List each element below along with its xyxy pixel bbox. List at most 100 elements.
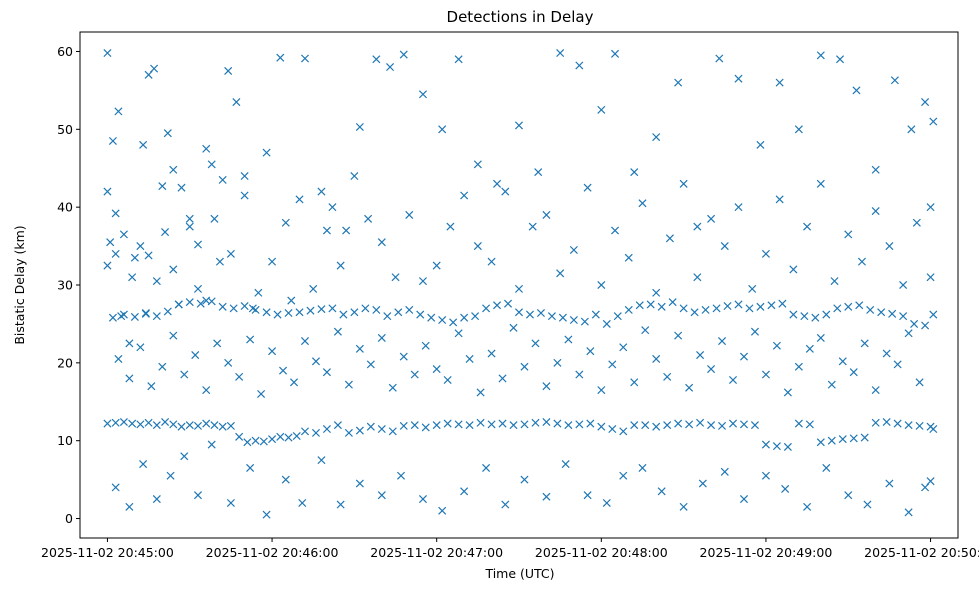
data-point <box>427 313 436 322</box>
data-point <box>915 378 924 387</box>
data-point <box>130 312 139 321</box>
y-tick-label: 40 <box>57 200 73 215</box>
data-point <box>547 312 556 321</box>
data-point <box>619 471 628 480</box>
data-point <box>899 312 908 321</box>
data-point <box>556 48 565 58</box>
data-point <box>844 491 853 500</box>
data-point <box>794 419 803 428</box>
data-point <box>306 306 315 315</box>
y-tick-label: 0 <box>65 511 73 526</box>
data-point <box>202 144 211 153</box>
data-point <box>224 66 233 75</box>
data-point <box>583 183 592 192</box>
data-point <box>163 129 172 138</box>
data-point <box>728 375 738 384</box>
data-point <box>761 440 770 449</box>
data-point <box>443 375 452 384</box>
data-point <box>317 187 326 196</box>
data-point <box>564 421 573 430</box>
data-point <box>800 312 809 321</box>
data-point <box>421 423 430 432</box>
data-point <box>193 421 203 430</box>
data-point <box>262 510 271 519</box>
data-point <box>630 168 639 177</box>
data-point <box>504 299 513 308</box>
data-point <box>624 305 633 314</box>
data-point <box>816 438 825 447</box>
data-point <box>372 305 381 314</box>
data-point <box>772 341 781 350</box>
data-point <box>816 333 825 342</box>
data-point <box>342 226 351 235</box>
data-point <box>888 309 897 318</box>
data-point <box>929 424 938 434</box>
data-point <box>111 483 120 492</box>
data-point <box>388 383 397 392</box>
y-tick-label: 30 <box>57 278 73 293</box>
y-tick-label: 50 <box>57 122 73 137</box>
y-tick-label: 60 <box>57 44 73 59</box>
data-point <box>284 309 293 318</box>
data-point <box>493 179 502 188</box>
data-point <box>674 78 683 87</box>
data-point <box>394 308 403 317</box>
data-point <box>460 313 469 322</box>
data-point <box>141 309 150 318</box>
data-point <box>311 357 320 366</box>
data-point <box>399 50 408 59</box>
data-point <box>405 210 414 219</box>
data-point <box>835 55 845 64</box>
data-point <box>309 284 318 293</box>
data-point <box>575 420 584 429</box>
data-point <box>226 421 235 430</box>
data-point <box>602 319 611 328</box>
x-tick-label: 2025-11-02 20:48:00 <box>535 545 668 560</box>
data-point <box>525 310 534 319</box>
data-point <box>619 343 628 352</box>
data-point <box>355 426 364 435</box>
data-point <box>295 308 304 317</box>
data-point <box>300 337 310 346</box>
data-point <box>191 351 200 360</box>
data-point <box>328 203 337 212</box>
data-point <box>863 500 872 509</box>
data-point <box>542 210 551 219</box>
data-point <box>281 475 290 484</box>
data-point <box>674 331 683 340</box>
data-point <box>322 226 331 235</box>
data-point <box>243 438 252 447</box>
data-point <box>355 122 364 131</box>
data-point <box>775 195 784 204</box>
data-point <box>410 421 419 430</box>
data-point <box>295 195 304 204</box>
data-point <box>805 420 814 429</box>
data-point <box>218 175 227 184</box>
data-point <box>915 421 924 430</box>
data-point <box>674 419 683 428</box>
data-point <box>174 300 183 309</box>
data-point <box>803 222 812 231</box>
data-point <box>646 300 655 309</box>
data-point <box>418 495 427 504</box>
data-point <box>907 125 916 134</box>
data-point <box>715 54 724 63</box>
y-tick-label: 20 <box>57 355 73 370</box>
data-point <box>855 301 864 310</box>
data-point <box>284 433 293 442</box>
data-point <box>509 421 518 430</box>
data-point <box>720 467 729 476</box>
data-point <box>613 312 622 321</box>
data-point <box>910 319 919 328</box>
data-point <box>575 370 584 379</box>
x-tick-label: 2025-11-02 20:47:00 <box>370 545 503 560</box>
data-point <box>377 491 386 500</box>
x-tick-label: 2025-11-02 20:45:00 <box>41 545 174 560</box>
data-point <box>268 347 277 356</box>
data-point <box>665 234 674 243</box>
data-point <box>575 61 584 70</box>
data-point <box>789 310 798 319</box>
x-axis-title: Time (UTC) <box>484 566 554 581</box>
data-point <box>460 487 469 496</box>
data-point <box>169 331 178 340</box>
